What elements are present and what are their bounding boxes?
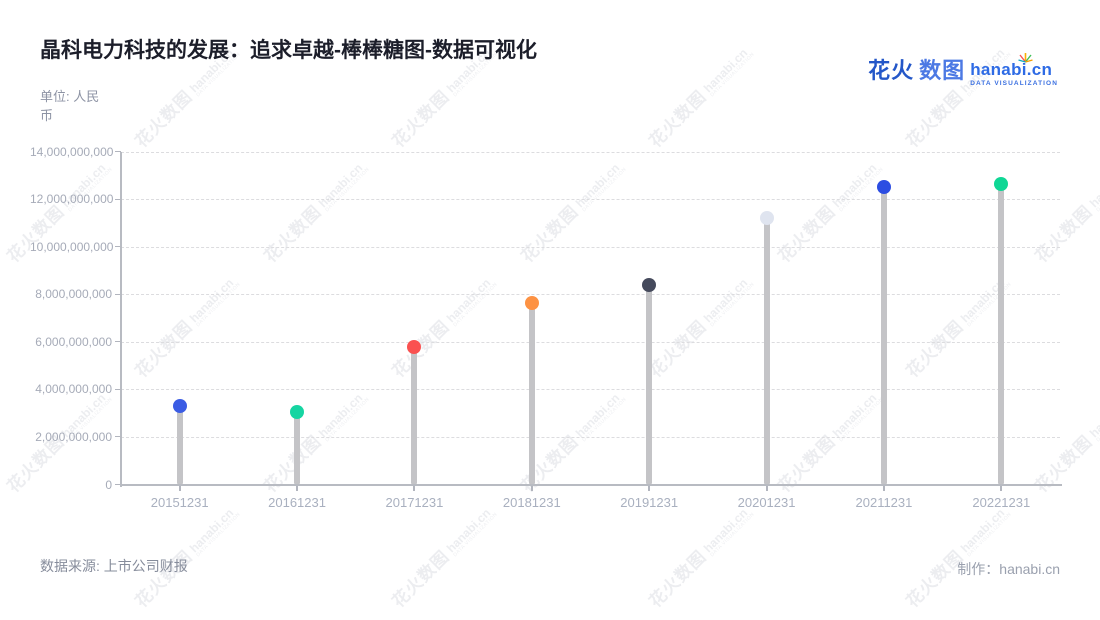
- logo-wordmark: hanabi.cn DATA VISUALIZATION: [970, 53, 1058, 87]
- x-axis-tick: [178, 486, 181, 491]
- x-axis-label: 20171231: [385, 494, 444, 510]
- x-axis-tick: [413, 486, 416, 491]
- x-axis-tick: [296, 486, 299, 491]
- lollipop-stem: [763, 218, 770, 485]
- page-title: 晶科电力科技的发展：追求卓越-棒棒糖图-数据可视化: [40, 39, 537, 62]
- logo-cn-light: 数图: [919, 58, 966, 83]
- x-axis-tick: [882, 486, 885, 491]
- y-axis-line: [120, 151, 122, 487]
- credit-label: 制作：hanabi.cn: [957, 561, 1060, 577]
- y-axis-label: 4,000,000,000: [35, 382, 112, 397]
- lollipop-stem: [998, 183, 1005, 485]
- y-axis-tick: [115, 341, 121, 343]
- logo-tagline: DATA VISUALIZATION: [970, 80, 1058, 87]
- logo-cn-bold: 花火: [868, 58, 915, 83]
- y-axis-tick: [115, 388, 121, 390]
- y-axis-label: 14,000,000,000: [30, 144, 114, 159]
- lollipop-stem: [411, 346, 418, 485]
- lollipop-stem: [294, 411, 301, 485]
- lollipop-dot-20171231[interactable]: [407, 339, 422, 354]
- x-axis-label: 20201231: [737, 494, 796, 510]
- y-axis-label: 12,000,000,000: [30, 192, 114, 207]
- lollipop-stem: [176, 405, 183, 485]
- gridline: [121, 199, 1060, 201]
- brand-logo: 花火 数图 hanabi.cn DATA VISUALIZATION: [868, 53, 1058, 87]
- lollipop-dot-20181231[interactable]: [524, 296, 539, 311]
- x-axis-label: 20211231: [855, 494, 913, 510]
- x-axis-tick: [1000, 486, 1003, 491]
- gridline: [121, 151, 1060, 153]
- y-axis-tick: [115, 484, 121, 485]
- lollipop-dot-20221231[interactable]: [994, 176, 1009, 191]
- y-axis-label: 10,000,000,000: [30, 239, 114, 254]
- lollipop-stem: [880, 187, 887, 485]
- y-axis-tick: [115, 246, 121, 248]
- x-axis-label: 20221231: [972, 494, 1031, 510]
- logo-domain-text: hanabi.cn: [970, 60, 1053, 79]
- lollipop-stem: [528, 303, 535, 485]
- x-axis-tick: [530, 486, 533, 491]
- gridline: [121, 436, 1060, 438]
- y-axis-tick: [115, 198, 121, 200]
- lollipop-dot-20191231[interactable]: [642, 278, 657, 293]
- y-axis-label: 6,000,000,000: [35, 334, 112, 349]
- gridline: [121, 246, 1060, 248]
- lollipop-stem: [646, 285, 653, 485]
- gridline: [121, 341, 1060, 343]
- firework-spark-icon: [1018, 53, 1033, 63]
- lollipop-dot-20211231[interactable]: [876, 180, 891, 195]
- gridline: [121, 294, 1060, 296]
- x-axis-line: [120, 484, 1062, 486]
- x-axis-label: 20151231: [150, 494, 209, 510]
- y-axis-label: 8,000,000,000: [35, 287, 112, 302]
- gridline: [121, 389, 1060, 391]
- data-source-label: 数据来源: 上市公司财报: [40, 558, 188, 574]
- x-axis-label: 20191231: [620, 494, 679, 510]
- y-axis-tick: [115, 151, 121, 152]
- y-axis-tick: [115, 293, 121, 295]
- x-axis-label: 20161231: [268, 494, 326, 510]
- y-axis-tick: [115, 436, 121, 438]
- lollipop-dot-20151231[interactable]: [172, 398, 187, 413]
- lollipop-dot-20201231[interactable]: [759, 211, 774, 226]
- y-axis-label: 0: [105, 477, 112, 492]
- y-axis-label: 2,000,000,000: [35, 429, 112, 444]
- x-axis-tick: [765, 486, 768, 491]
- lollipop-dot-20161231[interactable]: [290, 404, 305, 419]
- unit-label: 单位: 人民币: [40, 89, 100, 123]
- x-axis-label: 20181231: [502, 494, 561, 510]
- x-axis-tick: [648, 486, 651, 491]
- logo-domain: hanabi.cn: [970, 53, 1053, 79]
